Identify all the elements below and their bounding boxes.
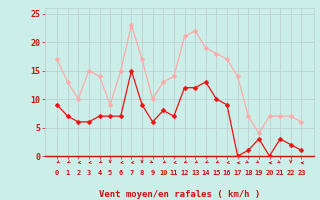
X-axis label: Vent moyen/en rafales ( km/h ): Vent moyen/en rafales ( km/h ) (99, 190, 260, 199)
